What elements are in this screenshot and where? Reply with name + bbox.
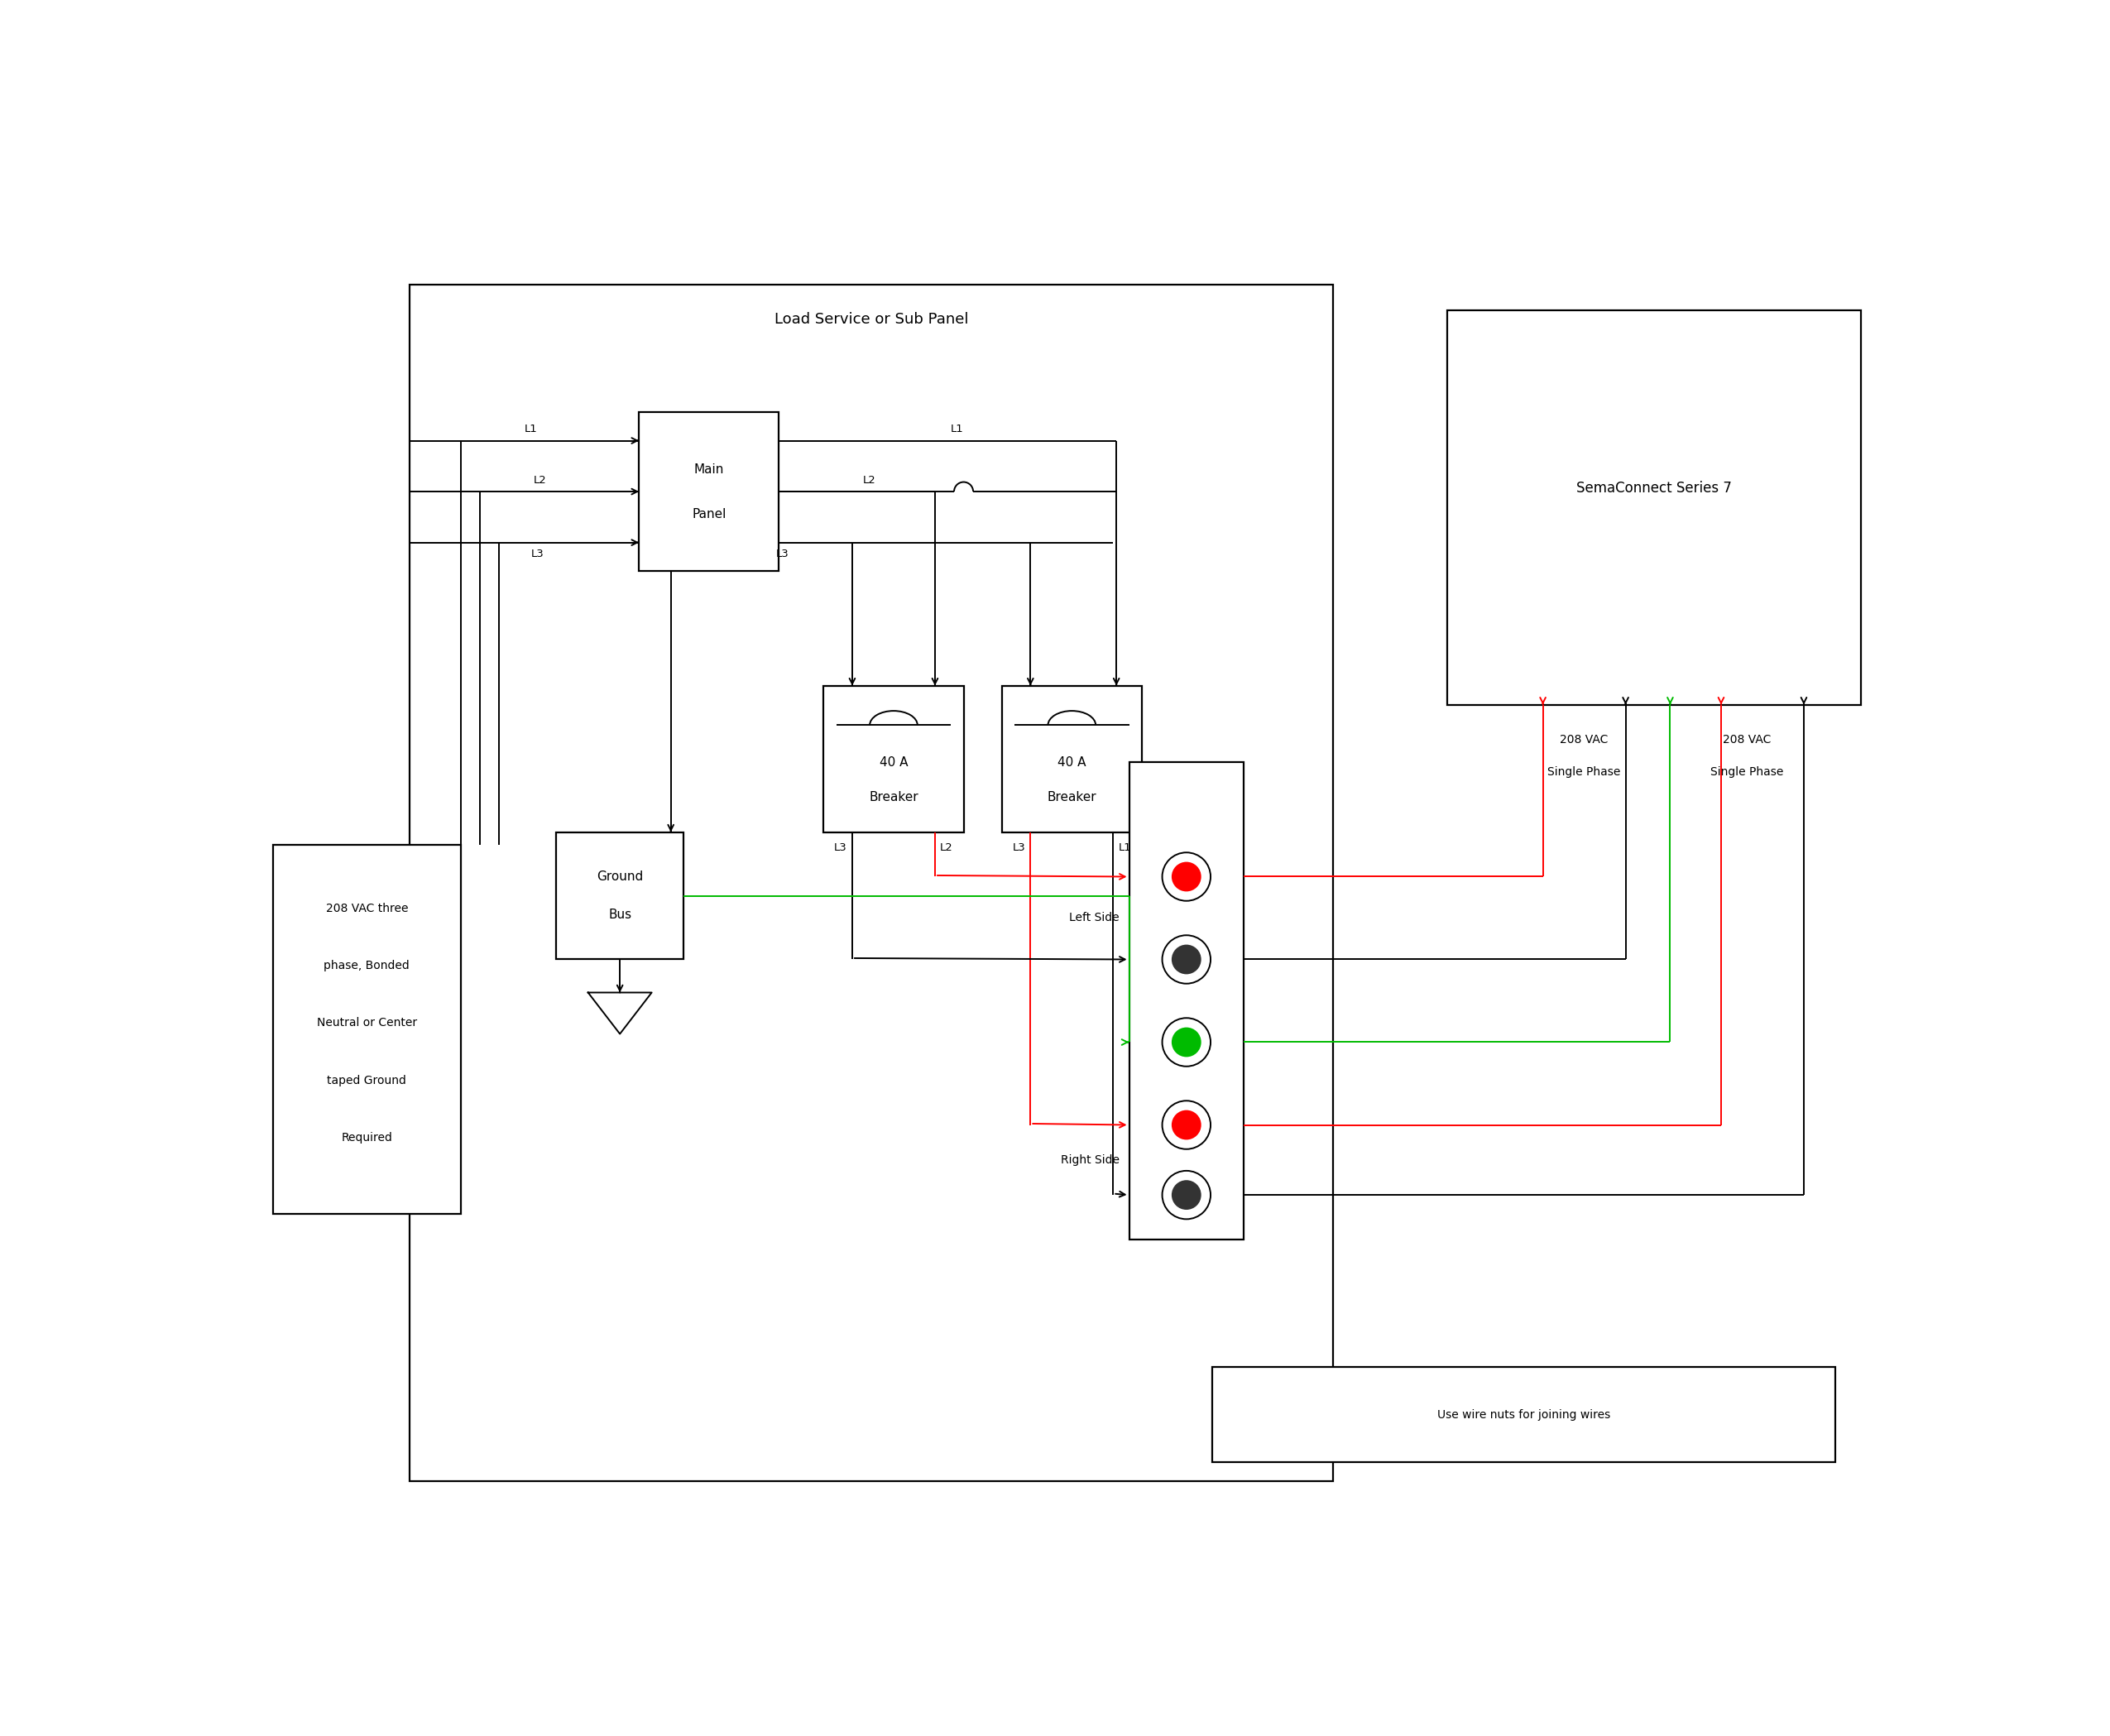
- Circle shape: [1173, 1028, 1201, 1055]
- Text: Single Phase: Single Phase: [1547, 766, 1620, 778]
- Text: Single Phase: Single Phase: [1709, 766, 1783, 778]
- Text: Breaker: Breaker: [869, 792, 918, 804]
- Circle shape: [1163, 852, 1211, 901]
- Text: L1: L1: [952, 424, 964, 434]
- Circle shape: [1163, 1170, 1211, 1219]
- Text: L1: L1: [523, 424, 538, 434]
- Bar: [557, 832, 684, 960]
- Text: phase, Bonded: phase, Bonded: [325, 960, 409, 972]
- Text: L3: L3: [1013, 842, 1025, 854]
- Text: L2: L2: [863, 474, 876, 486]
- Text: Ground: Ground: [597, 870, 644, 884]
- Circle shape: [1173, 1180, 1201, 1208]
- Text: Neutral or Center: Neutral or Center: [316, 1017, 418, 1029]
- Bar: [1002, 686, 1142, 832]
- Text: 40 A: 40 A: [880, 755, 907, 769]
- Bar: [272, 845, 460, 1213]
- Bar: [409, 285, 1334, 1481]
- Bar: [823, 686, 964, 832]
- Text: taped Ground: taped Ground: [327, 1075, 407, 1087]
- Text: Right Side: Right Side: [1061, 1154, 1120, 1167]
- Circle shape: [1173, 946, 1201, 974]
- Circle shape: [1163, 936, 1211, 984]
- Polygon shape: [589, 993, 652, 1035]
- Text: Panel: Panel: [692, 507, 726, 521]
- Text: Breaker: Breaker: [1047, 792, 1097, 804]
- Text: Bus: Bus: [608, 908, 631, 922]
- Circle shape: [1163, 1017, 1211, 1066]
- Circle shape: [1173, 863, 1201, 891]
- Text: L2: L2: [534, 474, 546, 486]
- Text: SemaConnect Series 7: SemaConnect Series 7: [1576, 481, 1732, 496]
- Bar: [1129, 762, 1243, 1240]
- Text: Load Service or Sub Panel: Load Service or Sub Panel: [774, 312, 968, 326]
- Bar: [1211, 1366, 1836, 1462]
- Text: L3: L3: [776, 549, 789, 559]
- Text: Left Side: Left Side: [1070, 911, 1120, 924]
- Text: Use wire nuts for joining wires: Use wire nuts for joining wires: [1437, 1408, 1610, 1420]
- Text: Required: Required: [342, 1132, 392, 1144]
- Bar: [639, 411, 779, 571]
- Text: L2: L2: [941, 842, 954, 854]
- Text: 208 VAC: 208 VAC: [1722, 734, 1770, 746]
- Text: 208 VAC: 208 VAC: [1559, 734, 1608, 746]
- Bar: [1447, 311, 1861, 705]
- Text: L3: L3: [530, 549, 544, 559]
- Circle shape: [1163, 1101, 1211, 1149]
- Text: L3: L3: [833, 842, 846, 854]
- Text: Main: Main: [694, 464, 724, 476]
- Text: L1: L1: [1118, 842, 1131, 854]
- Text: 40 A: 40 A: [1057, 755, 1087, 769]
- Circle shape: [1173, 1111, 1201, 1139]
- Text: 208 VAC three: 208 VAC three: [325, 903, 407, 915]
